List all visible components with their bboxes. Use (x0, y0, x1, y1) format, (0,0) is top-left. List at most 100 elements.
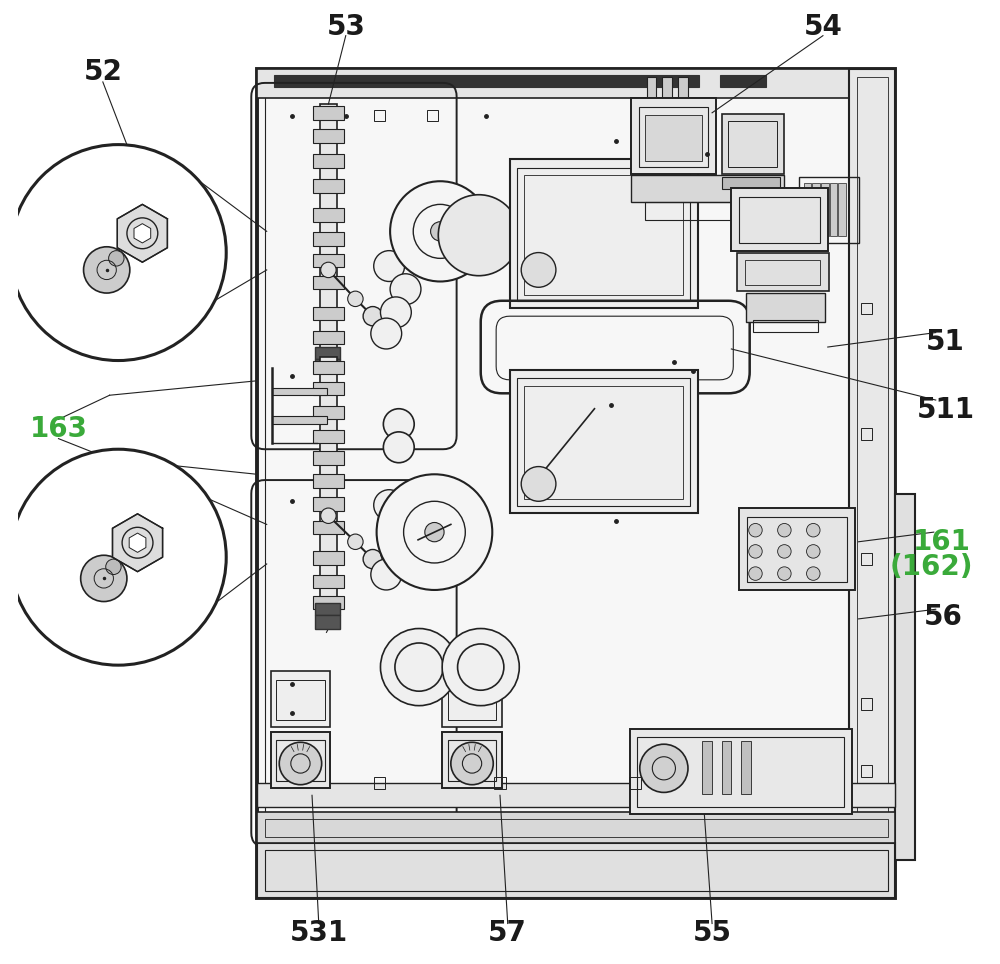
Circle shape (374, 490, 405, 521)
Text: 511: 511 (916, 395, 974, 424)
Circle shape (451, 742, 493, 785)
Bar (374, 110, 385, 121)
Bar (448, 680, 496, 720)
Bar (313, 382, 344, 395)
Bar (315, 603, 340, 615)
Bar (741, 741, 751, 794)
Circle shape (521, 253, 556, 287)
Bar (276, 740, 325, 781)
Bar (313, 521, 344, 534)
Bar (257, 69, 895, 898)
Polygon shape (129, 533, 146, 552)
Circle shape (106, 559, 121, 575)
Polygon shape (134, 224, 151, 243)
Polygon shape (117, 204, 167, 262)
Bar (799, 177, 859, 243)
Bar (374, 777, 385, 789)
Bar (313, 331, 344, 344)
Circle shape (807, 523, 820, 537)
Circle shape (390, 274, 421, 305)
Bar (313, 254, 344, 267)
Bar (510, 370, 698, 513)
Circle shape (81, 555, 127, 602)
Circle shape (807, 567, 820, 580)
Bar (702, 741, 712, 794)
Bar (271, 671, 330, 727)
Bar (313, 129, 344, 143)
Bar (861, 698, 872, 710)
Text: (162): (162) (890, 552, 974, 581)
Bar (722, 114, 784, 174)
Bar (257, 812, 895, 843)
Circle shape (438, 195, 519, 276)
Bar (629, 777, 641, 789)
Text: 57: 57 (488, 919, 527, 948)
Bar (747, 517, 847, 582)
Bar (517, 168, 690, 301)
Bar (313, 430, 344, 443)
Circle shape (109, 251, 124, 266)
Circle shape (321, 262, 336, 278)
Circle shape (778, 523, 791, 537)
Bar (722, 741, 731, 794)
Bar (662, 77, 672, 135)
Bar (274, 75, 699, 87)
Circle shape (10, 145, 226, 361)
Bar (272, 416, 327, 424)
Bar (320, 104, 337, 357)
Circle shape (390, 513, 421, 544)
Bar (645, 202, 770, 220)
Bar (313, 361, 344, 374)
Circle shape (383, 409, 414, 440)
Circle shape (640, 744, 688, 792)
Bar (838, 183, 846, 236)
Bar (313, 451, 344, 465)
Bar (830, 183, 837, 236)
Bar (857, 77, 888, 891)
Bar (276, 680, 325, 720)
Bar (728, 120, 777, 167)
Bar (315, 359, 340, 372)
Circle shape (383, 432, 414, 463)
Bar (849, 69, 895, 898)
Bar (804, 183, 811, 236)
Bar (313, 497, 344, 511)
Bar (647, 77, 656, 135)
Bar (272, 388, 327, 395)
Bar (313, 276, 344, 289)
Bar (448, 740, 496, 781)
Circle shape (84, 247, 130, 293)
Text: 54: 54 (804, 13, 842, 41)
Bar (722, 177, 780, 189)
Bar (313, 154, 344, 168)
Bar (265, 850, 888, 891)
Bar (861, 428, 872, 440)
Bar (639, 107, 708, 167)
Circle shape (380, 629, 458, 706)
Bar (739, 508, 855, 590)
Circle shape (749, 567, 762, 580)
Bar (494, 777, 506, 789)
Bar (315, 615, 340, 629)
Bar (265, 819, 888, 837)
Bar (731, 188, 828, 251)
Circle shape (363, 549, 382, 569)
Circle shape (458, 644, 504, 690)
Circle shape (380, 297, 411, 328)
Circle shape (425, 522, 444, 542)
Circle shape (348, 291, 363, 307)
Circle shape (348, 534, 363, 549)
Circle shape (374, 251, 405, 281)
Bar (427, 110, 438, 121)
Bar (313, 474, 344, 488)
Bar (313, 406, 344, 419)
Bar (631, 98, 716, 174)
Circle shape (807, 545, 820, 558)
Bar (271, 732, 330, 788)
Bar (313, 575, 344, 588)
Bar (746, 293, 825, 322)
Bar (861, 303, 872, 314)
Bar (517, 378, 690, 506)
Circle shape (749, 545, 762, 558)
Circle shape (321, 508, 336, 523)
